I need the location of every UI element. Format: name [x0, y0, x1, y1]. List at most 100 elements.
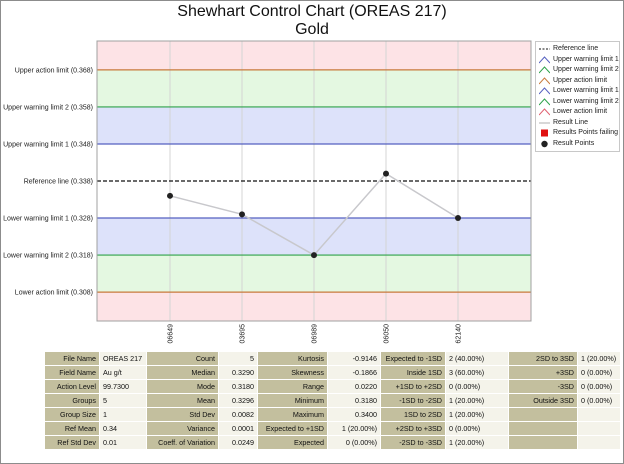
legend-label: Result Points: [553, 139, 595, 147]
stats-row: Field Name Au g/t Median 0.3290 Skewness -0.1…: [44, 365, 621, 380]
chart-subtitle: Gold: [295, 21, 329, 38]
stats-value-cell: 3 (60.00%): [445, 365, 509, 380]
result-point: [383, 170, 389, 177]
stats-row: Groups 5 Mean 0.3296 Minimum 0.3180 -1SD to -2…: [44, 393, 621, 408]
stats-label-cell: Std Dev: [146, 407, 219, 422]
legend-item: Upper warning limit 2: [538, 65, 619, 75]
legend-label: Lower warning limit 2: [553, 97, 619, 105]
stats-row: File Name OREAS 217 Count 5 Kurtosis -0.9146 E…: [44, 351, 621, 366]
stats-value-cell: 0 (0.00%): [445, 379, 509, 394]
stats-label-cell: Mode: [146, 379, 219, 394]
legend-label: Upper action limit: [553, 76, 608, 84]
legend-item: Upper action limit: [538, 76, 608, 86]
stats-value-cell: 0.3290: [218, 365, 258, 380]
stats-value-cell: 1 (20.00%): [327, 421, 381, 436]
stats-value-cell: 0.3180: [327, 393, 381, 408]
stats-label-cell: Variance: [146, 421, 219, 436]
stats-value-cell: 99.7300: [99, 379, 147, 394]
stats-row: Ref Std Dev 0.01 Coeff. of Variation 0.0249…: [44, 435, 621, 450]
stats-value-cell: 0.3400: [327, 407, 381, 422]
result-point: [167, 192, 173, 199]
stats-label-cell: Field Name: [44, 365, 100, 380]
stats-label-cell: -3SD: [508, 379, 578, 394]
legend-item: Result Line: [539, 118, 588, 128]
stats-value-cell: 0.34: [99, 421, 147, 436]
stats-value-cell: 0.0082: [218, 407, 258, 422]
legend-item: Results Points failing: [539, 128, 618, 138]
legend-item: Lower action limit: [538, 107, 608, 117]
legend-label: Upper warning limit 1: [553, 55, 619, 63]
stats-label-cell: Expected to -1SD: [380, 351, 446, 366]
plot-border: [96, 40, 532, 322]
stats-value-cell: 5: [99, 393, 147, 408]
legend-symbol-icon: [538, 76, 551, 85]
stats-label-cell: Groups: [44, 393, 100, 408]
stats-label-cell: Ref Mean: [44, 421, 100, 436]
stats-label-cell: Expected to +1SD: [257, 421, 328, 436]
stats-label-cell: Action Level: [44, 379, 100, 394]
result-point: [239, 211, 245, 218]
reference-line-label: Reference line (0.338): [24, 179, 93, 186]
legend-symbol-icon: [539, 119, 550, 127]
stats-value-cell: OREAS 217: [99, 351, 147, 366]
stats-row: Ref Mean 0.34 Variance 0.0001 Expected to +1…: [44, 421, 621, 436]
legend-symbol-icon: [538, 108, 551, 116]
stats-value-cell: 1 (20.00%): [445, 407, 509, 422]
stats-value-cell: [577, 421, 621, 436]
stats-label-cell: Kurtosis: [257, 351, 328, 366]
legend-item: Lower warning limit 1: [538, 86, 619, 96]
stats-value-cell: 0 (0.00%): [445, 421, 509, 436]
stats-row: Action Level 99.7300 Mode 0.3180 Range 0.0220…: [44, 379, 621, 394]
legend-label: Reference line: [553, 45, 599, 52]
stats-value-cell: 1: [99, 407, 147, 422]
stats-label-cell: [508, 407, 578, 422]
legend-symbol-icon: [538, 55, 551, 64]
stats-value-cell: 2 (40.00%): [445, 351, 509, 366]
stats-label-cell: 2SD to 3SD: [508, 351, 578, 366]
control-chart-plot: Upper action limit (0.368) Upper warning …: [3, 40, 532, 344]
stats-label-cell: Maximum: [257, 407, 328, 422]
x-tick-label: 06050: [384, 324, 391, 344]
legend-label: Lower action limit: [553, 108, 608, 115]
chart-title: Shewhart Control Chart (OREAS 217): [177, 3, 447, 20]
stats-label-cell: +2SD to +3SD: [380, 421, 446, 436]
stats-value-cell: 0 (0.00%): [577, 393, 621, 408]
stats-value-cell: -0.1866: [327, 365, 381, 380]
stats-label-cell: Coeff. of Variation: [146, 435, 219, 450]
stats-value-cell: 0 (0.00%): [577, 379, 621, 394]
stats-value-cell: 0 (0.00%): [577, 365, 621, 380]
stats-value-cell: 0.0001: [218, 421, 258, 436]
stats-label-cell: +1SD to +2SD: [380, 379, 446, 394]
stats-value-cell: 0.0249: [218, 435, 258, 450]
x-tick-label: 62140: [456, 324, 463, 344]
result-point: [455, 215, 461, 222]
stats-row: Group Size 1 Std Dev 0.0082 Maximum 0.3400 1SD…: [44, 407, 621, 422]
legend-symbol-icon: [539, 129, 550, 137]
legend-item: Upper warning limit 1: [538, 55, 619, 65]
limit-label-uwl2: Upper warning limit 2 (0.358): [3, 104, 93, 111]
limit-label-ual: Upper action limit (0.368): [15, 67, 93, 74]
x-tick-label: 03695: [240, 324, 247, 344]
legend-symbol-icon: [539, 140, 550, 148]
stats-label-cell: Outside 3SD: [508, 393, 578, 408]
stats-value-cell: 0.3180: [218, 379, 258, 394]
stats-label-cell: Expected: [257, 435, 328, 450]
legend-item: Reference line: [539, 44, 598, 54]
stats-label-cell: Ref Std Dev: [44, 435, 100, 450]
stats-label-cell: 1SD to 2SD: [380, 407, 446, 422]
stats-label-cell: [508, 435, 578, 450]
stats-value-cell: [577, 407, 621, 422]
legend-label: Lower warning limit 1: [553, 87, 619, 94]
legend-item: Result Points: [539, 139, 594, 149]
legend-symbol-icon: [539, 45, 550, 53]
stats-value-cell: 0.0220: [327, 379, 381, 394]
legend-symbol-icon: [538, 97, 551, 106]
stats-value-cell: 1 (20.00%): [577, 351, 621, 366]
stats-value-cell: 1 (20.00%): [445, 393, 509, 408]
stats-label-cell: -2SD to -3SD: [380, 435, 446, 450]
legend-symbol-icon: [538, 66, 551, 74]
x-tick-label: 06649: [168, 324, 175, 344]
legend-label: Result Line: [553, 118, 589, 126]
stats-label-cell: File Name: [44, 351, 100, 366]
limit-label-lal: Lower action limit (0.308): [15, 290, 93, 297]
